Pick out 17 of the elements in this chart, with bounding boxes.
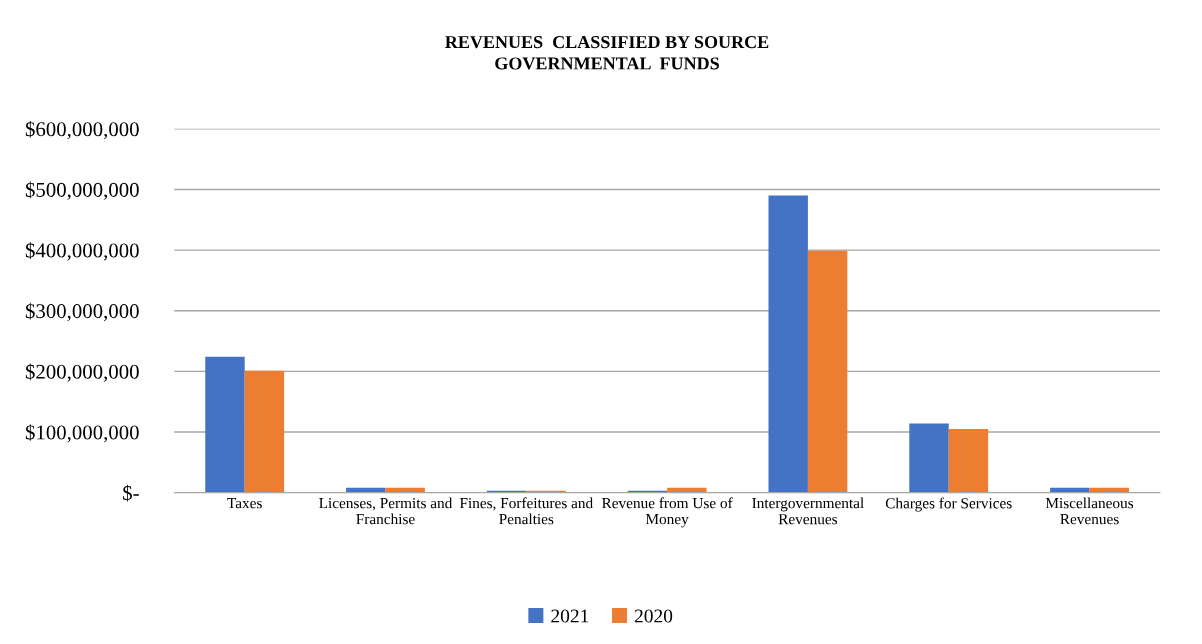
x-tick-label: Fines, Forfeitures and Penalties: [459, 497, 593, 525]
y-tick-label: $200,000,000: [25, 363, 139, 382]
y-tick-label: $500,000,000: [25, 181, 139, 200]
x-tick-label: Intergovernmental Revenues: [752, 497, 864, 525]
y-tick-label: $-: [123, 484, 139, 502]
y-tick-label: $400,000,000: [25, 242, 139, 261]
x-tick-label: Revenue from Use of Money: [602, 497, 733, 528]
x-tick-label: Taxes: [227, 498, 262, 509]
chart-title: REVENUES CLASSIFIED BY SOURCE GOVERNMENTAL FUNDS: [445, 35, 769, 70]
y-tick-label: $600,000,000: [25, 120, 139, 140]
y-tick-label: $300,000,000: [25, 302, 139, 322]
legend-label: 2021: [551, 609, 589, 623]
y-tick-label: $100,000,000: [25, 424, 139, 443]
x-tick-label: Miscellaneous Revenues: [1045, 497, 1134, 525]
legend-label: 2020: [634, 609, 673, 623]
x-tick-label: Licenses, Permits and Franchise: [319, 497, 453, 525]
x-tick-label: Charges for Services: [885, 497, 1012, 512]
